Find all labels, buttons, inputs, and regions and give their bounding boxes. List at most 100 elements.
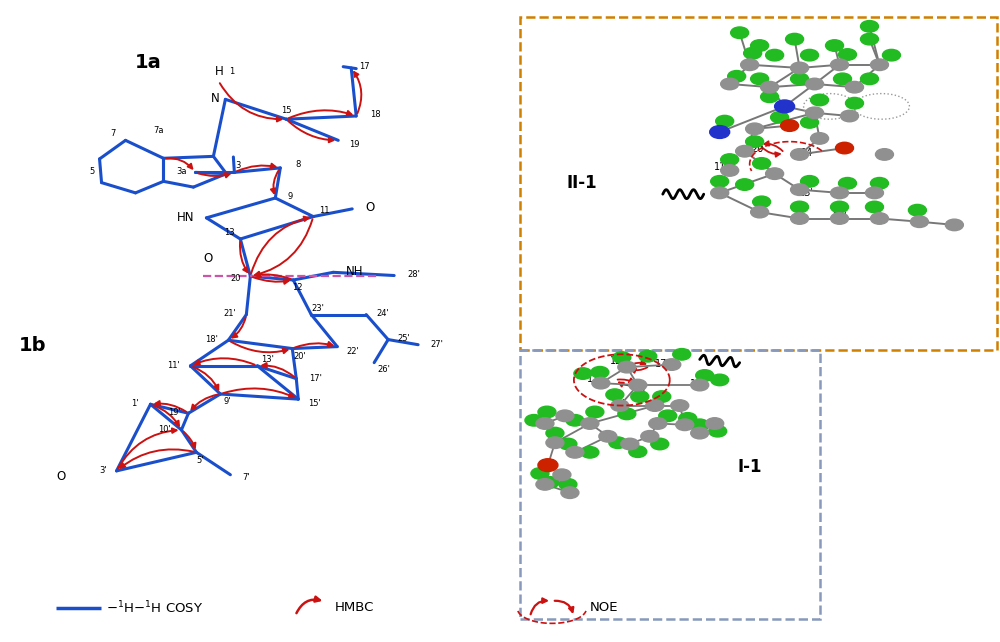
Text: 9: 9: [288, 192, 293, 201]
Text: 15: 15: [281, 106, 292, 115]
Circle shape: [691, 428, 709, 439]
Circle shape: [870, 213, 888, 224]
Circle shape: [546, 437, 564, 449]
Text: 1': 1': [131, 399, 138, 408]
Text: 18': 18': [690, 379, 705, 389]
Circle shape: [679, 413, 697, 424]
Circle shape: [870, 177, 888, 189]
Circle shape: [811, 94, 829, 106]
Circle shape: [860, 33, 878, 45]
Circle shape: [834, 73, 852, 85]
Circle shape: [865, 201, 883, 213]
Circle shape: [811, 133, 829, 144]
Text: 26': 26': [378, 365, 391, 374]
Circle shape: [865, 187, 883, 198]
Circle shape: [836, 143, 854, 154]
Circle shape: [791, 184, 809, 195]
Circle shape: [908, 204, 926, 216]
Circle shape: [592, 377, 610, 389]
Text: 23': 23': [798, 188, 813, 198]
Text: I-1: I-1: [737, 458, 762, 476]
Circle shape: [606, 389, 624, 401]
Circle shape: [801, 49, 819, 61]
Circle shape: [744, 48, 762, 59]
Circle shape: [696, 370, 714, 381]
Text: 8: 8: [296, 160, 301, 169]
Text: 17: 17: [359, 62, 370, 71]
Circle shape: [870, 59, 888, 71]
Text: 3a: 3a: [176, 167, 187, 177]
Text: 4: 4: [884, 151, 891, 160]
Circle shape: [559, 478, 577, 490]
Text: 20: 20: [230, 274, 241, 283]
Circle shape: [546, 428, 564, 439]
Circle shape: [831, 201, 849, 213]
Text: NOE: NOE: [590, 602, 618, 614]
Text: 10': 10': [158, 425, 171, 434]
Text: 5: 5: [89, 167, 94, 177]
Text: HMBC: HMBC: [335, 602, 375, 614]
Circle shape: [711, 175, 729, 187]
Text: 14: 14: [801, 148, 814, 158]
Circle shape: [860, 73, 878, 85]
Circle shape: [581, 418, 599, 429]
Circle shape: [791, 213, 809, 224]
Circle shape: [751, 73, 769, 85]
Circle shape: [826, 40, 844, 51]
Circle shape: [673, 349, 691, 360]
Circle shape: [761, 82, 779, 93]
Text: 18: 18: [370, 110, 380, 119]
Circle shape: [831, 59, 849, 71]
Text: 17': 17': [309, 374, 322, 383]
Text: 19: 19: [349, 141, 359, 150]
Circle shape: [663, 359, 681, 370]
Text: 20': 20': [293, 352, 306, 361]
Circle shape: [651, 438, 669, 450]
Circle shape: [553, 469, 571, 480]
Circle shape: [586, 406, 604, 418]
Circle shape: [761, 91, 779, 103]
Text: O: O: [56, 469, 65, 483]
Circle shape: [538, 459, 558, 471]
Circle shape: [791, 149, 809, 160]
Text: 12: 12: [292, 283, 303, 292]
Circle shape: [751, 206, 769, 218]
Circle shape: [801, 117, 819, 128]
Circle shape: [710, 126, 730, 139]
Circle shape: [711, 187, 729, 198]
Text: 25': 25': [398, 334, 411, 343]
Text: 24': 24': [377, 309, 390, 318]
Circle shape: [786, 33, 804, 45]
Text: HN: HN: [177, 211, 194, 223]
Circle shape: [841, 110, 859, 122]
Circle shape: [591, 367, 609, 378]
Text: 3: 3: [236, 162, 241, 171]
Circle shape: [716, 116, 734, 127]
Circle shape: [709, 426, 727, 437]
Text: 19': 19': [168, 408, 181, 417]
Text: O: O: [204, 252, 213, 265]
Text: 1b: 1b: [19, 336, 46, 355]
Circle shape: [839, 177, 857, 189]
Circle shape: [875, 149, 893, 160]
Text: II-1: II-1: [567, 174, 597, 192]
Text: $-^{1}$H$-^{1}$H COSY: $-^{1}$H$-^{1}$H COSY: [106, 600, 203, 616]
Circle shape: [566, 415, 584, 426]
Text: 27': 27': [431, 340, 444, 349]
Circle shape: [531, 468, 549, 479]
Circle shape: [728, 71, 746, 82]
Circle shape: [691, 419, 709, 431]
Circle shape: [746, 136, 764, 148]
Circle shape: [611, 400, 629, 412]
Circle shape: [771, 112, 789, 123]
Text: 24': 24': [832, 212, 847, 221]
Circle shape: [945, 219, 963, 230]
Text: 11': 11': [167, 361, 180, 370]
Text: O: O: [366, 201, 375, 214]
Text: 23': 23': [312, 304, 325, 313]
Circle shape: [791, 201, 809, 213]
Circle shape: [618, 408, 636, 420]
Circle shape: [839, 49, 857, 60]
Text: 11: 11: [319, 205, 329, 214]
Circle shape: [741, 59, 759, 71]
